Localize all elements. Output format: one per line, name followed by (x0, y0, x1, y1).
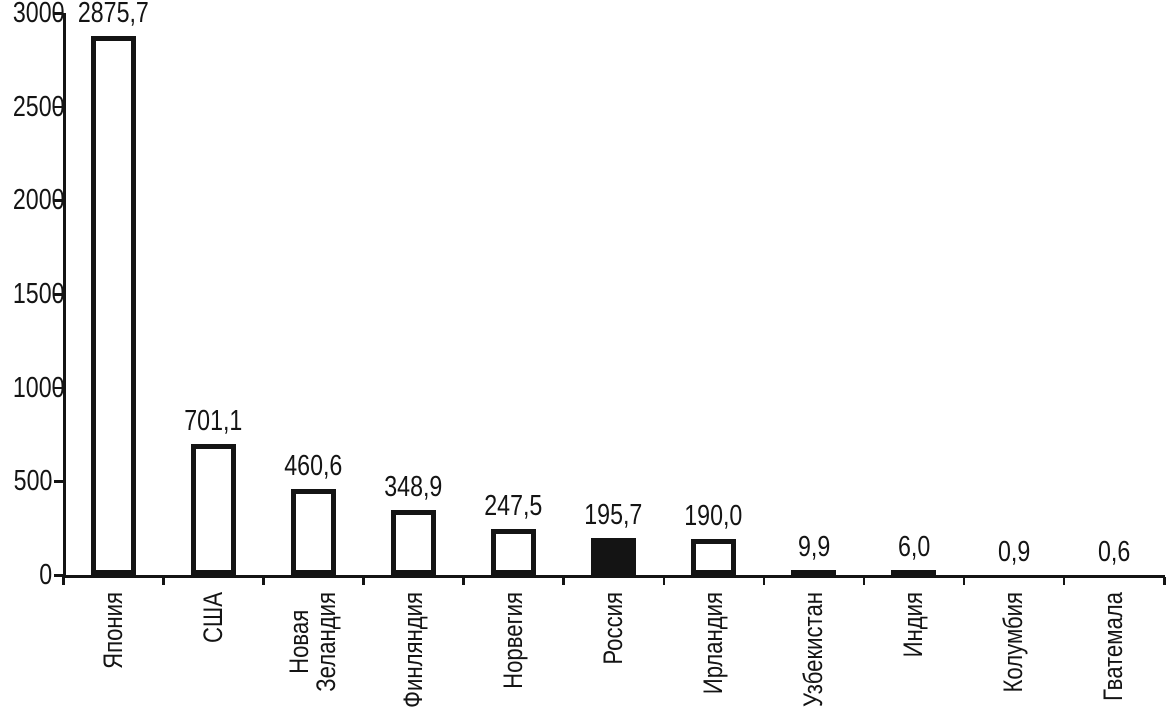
x-axis-tick (662, 577, 666, 585)
x-axis-tick (862, 577, 866, 585)
x-axis-tick (162, 577, 165, 585)
x-axis-line (63, 575, 1165, 578)
y-axis-tick-label: 0 (39, 559, 52, 591)
y-axis-line (63, 13, 66, 578)
bar-value-label: 460,6 (284, 449, 343, 482)
bar-value-label: 701,1 (184, 404, 243, 437)
bar-value-label: 247,5 (484, 489, 543, 522)
y-axis-tick-label: 1500 (12, 278, 65, 310)
y-axis-tick (54, 199, 63, 202)
x-axis-tick (562, 577, 565, 585)
x-axis-tick (62, 577, 65, 585)
x-axis-tick (462, 577, 465, 585)
bar-value-label: 0,9 (997, 535, 1030, 568)
y-axis-tick (54, 12, 63, 15)
y-axis-tick (54, 574, 63, 577)
y-axis-tick (54, 480, 63, 483)
bar (791, 569, 837, 575)
x-axis-tick (362, 577, 365, 585)
bar-value-label: 9,9 (797, 530, 830, 563)
y-axis-tick-label: 1000 (12, 371, 65, 404)
bar-value-label: 348,9 (384, 470, 443, 503)
bar (390, 509, 436, 575)
bar (691, 539, 737, 575)
x-axis-tick (1163, 577, 1166, 585)
bar-value-label: 190,0 (684, 500, 743, 533)
bar-value-label: 0,6 (1097, 535, 1131, 568)
bar (190, 443, 236, 575)
bar-value-label: 2875,7 (77, 0, 149, 30)
y-axis-tick (54, 105, 63, 109)
bar (891, 569, 937, 575)
bar (290, 488, 336, 575)
y-axis-tick-label: 2500 (12, 90, 65, 123)
x-axis-tick (962, 577, 966, 585)
y-axis-tick (54, 386, 63, 390)
bar (90, 36, 136, 575)
y-axis-tick (54, 293, 63, 296)
bar (490, 528, 536, 575)
x-axis-tick (1062, 577, 1066, 585)
x-axis-tick (762, 577, 766, 585)
y-axis-tick-label: 2000 (12, 184, 65, 217)
y-axis-tick-label: 500 (13, 465, 52, 498)
bar (591, 538, 636, 575)
x-axis-tick (262, 577, 265, 585)
bar-value-label: 6,0 (897, 530, 930, 563)
y-axis-tick-label: 3000 (12, 0, 65, 29)
bar-value-label: 195,7 (584, 499, 643, 532)
